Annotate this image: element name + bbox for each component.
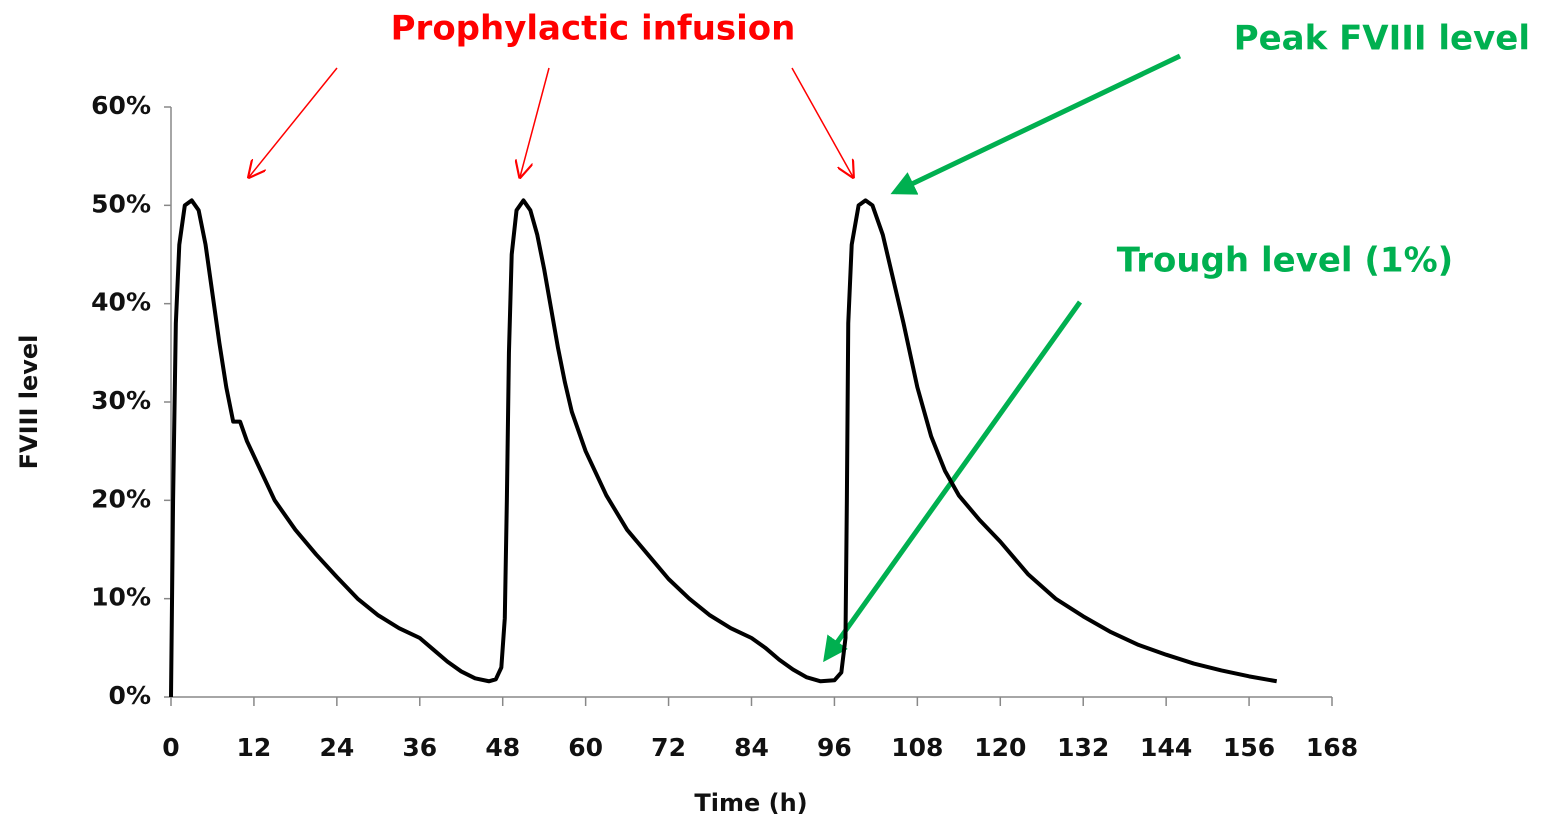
x-tick-label: 72 (651, 733, 686, 762)
x-tick-label: 24 (319, 733, 354, 762)
x-tick-label: 12 (237, 733, 272, 762)
y-axis-label: FVIII level (15, 335, 43, 470)
x-tick-label: 132 (1057, 733, 1109, 762)
x-axis-label: Time (h) (694, 789, 807, 817)
arrows (249, 53, 1182, 663)
y-tick-label: 60% (91, 91, 151, 120)
y-tick-label: 10% (91, 583, 151, 612)
x-tick-label: 48 (485, 733, 520, 762)
x-tick-label: 84 (734, 733, 769, 762)
y-tick-label: 50% (91, 189, 151, 218)
line (169, 198, 1278, 698)
annotation: Trough level (1%) (1117, 241, 1453, 281)
x-tick-label: 0 (162, 733, 179, 762)
x-tick-label: 108 (891, 733, 943, 762)
y-tick-label: 0% (109, 681, 151, 710)
x-tick-label: 144 (1140, 733, 1192, 762)
x-tick-label: 60 (568, 733, 603, 762)
x-tick-label: 96 (817, 733, 852, 762)
y-tick-label: 30% (91, 386, 151, 415)
x-tick-label: 36 (402, 733, 437, 762)
annotation: Prophylactic infusion (391, 9, 796, 49)
x-tick-label: 168 (1306, 733, 1358, 762)
x-tick-label: 156 (1223, 733, 1275, 762)
x-tick-label: 120 (974, 733, 1026, 762)
y-tick-label: 40% (91, 288, 151, 317)
y-tick-label: 20% (91, 484, 151, 513)
annotation: Peak FVIII level (1234, 19, 1530, 59)
